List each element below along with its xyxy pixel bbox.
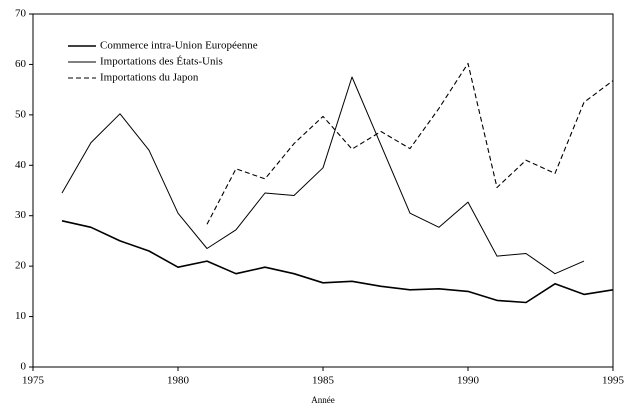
y-tick-label: 0 (21, 361, 27, 373)
legend-label: Importations du Japon (100, 72, 199, 84)
x-tick-label: 1990 (457, 375, 480, 387)
y-tick-label: 70 (15, 8, 27, 20)
y-tick-label: 10 (15, 310, 27, 322)
series-line (206, 62, 614, 225)
x-tick-label: 1975 (22, 375, 45, 387)
y-tick-label: 30 (15, 209, 27, 221)
x-tick-label: 1980 (167, 375, 190, 387)
legend-label: Importations des États-Unis (100, 56, 223, 68)
series-line (61, 76, 585, 275)
y-tick-label: 60 (15, 58, 27, 70)
y-tick-label: 50 (15, 108, 27, 120)
y-tick-label: 20 (15, 260, 27, 272)
series-line (61, 220, 614, 304)
x-tick-label: 1985 (312, 375, 335, 387)
x-tick-label: 1995 (602, 375, 625, 387)
x-axis-label: Année (311, 395, 335, 405)
y-tick-label: 40 (15, 159, 27, 171)
legend-label: Commerce intra-Union Européenne (100, 40, 258, 52)
